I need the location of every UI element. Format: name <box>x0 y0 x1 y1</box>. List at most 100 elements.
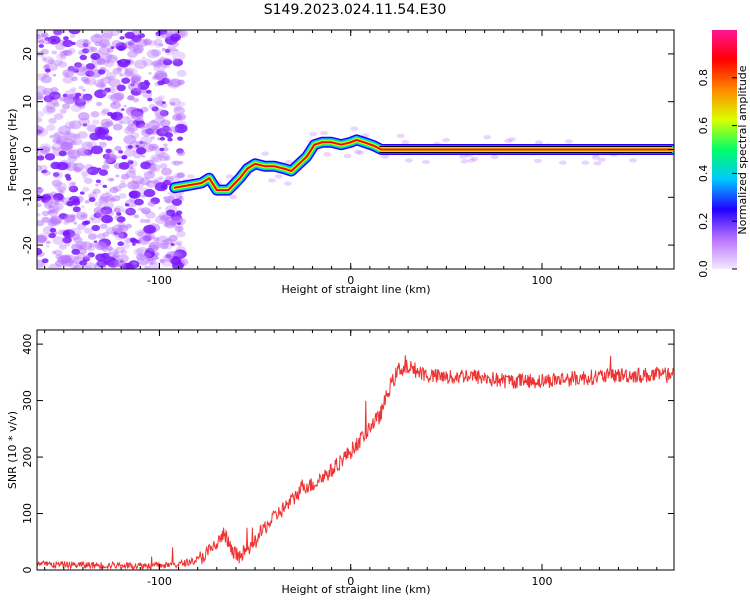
noise-speckle <box>177 172 185 178</box>
noise-speckle <box>75 66 89 76</box>
noise-speckle <box>119 182 127 189</box>
noise-speckle <box>82 67 88 72</box>
noise-speckle <box>163 58 173 66</box>
noise-speckle <box>164 48 175 56</box>
noise-speckle <box>90 52 101 61</box>
noise-speckle <box>52 193 64 201</box>
noise-speckle <box>71 248 80 255</box>
noise-speckle <box>165 198 172 203</box>
noise-speckle <box>159 259 166 264</box>
noise-speckle <box>128 191 138 198</box>
noise-speckle <box>62 39 73 48</box>
noise-speckle <box>95 179 101 184</box>
noise-speckle <box>110 93 124 103</box>
noise-speckle <box>124 67 138 77</box>
noise-speckle <box>164 220 176 229</box>
noise-speckle <box>467 158 476 163</box>
noise-speckle <box>153 63 166 72</box>
noise-speckle <box>132 45 144 53</box>
noise-speckle <box>56 161 69 171</box>
noise-speckle <box>79 54 88 61</box>
noise-speckle <box>162 179 172 186</box>
noise-speckle <box>148 143 159 152</box>
noise-speckle <box>126 123 139 133</box>
noise-speckle <box>52 208 60 214</box>
noise-speckle <box>63 132 75 141</box>
noise-speckle <box>139 135 153 145</box>
noise-speckle <box>148 172 153 175</box>
spectrogram-ytick-label: -10 <box>21 188 34 206</box>
noise-speckle <box>56 186 67 193</box>
noise-speckle <box>120 179 126 184</box>
noise-speckle <box>81 170 89 177</box>
noise-speckle <box>52 236 65 245</box>
noise-speckle <box>155 100 165 107</box>
noise-speckle <box>107 94 114 100</box>
noise-speckle <box>71 76 78 82</box>
noise-speckle <box>96 259 108 268</box>
noise-speckle <box>107 76 114 81</box>
noise-speckle <box>70 87 77 92</box>
noise-speckle <box>47 41 51 45</box>
noise-speckle <box>96 82 105 88</box>
noise-speckle <box>57 136 68 145</box>
noise-speckle <box>50 60 55 64</box>
noise-speckle <box>140 207 151 215</box>
noise-speckle <box>158 211 171 221</box>
noise-speckle <box>132 243 136 246</box>
noise-speckle <box>103 59 115 68</box>
noise-speckle <box>110 30 120 37</box>
noise-speckle <box>51 250 57 254</box>
snr-series-line <box>37 355 674 570</box>
noise-speckle <box>116 216 126 223</box>
noise-speckle <box>69 34 76 38</box>
noise-speckle <box>71 140 75 144</box>
noise-speckle <box>283 181 292 186</box>
noise-speckle <box>117 58 130 68</box>
noise-speckle <box>151 156 159 162</box>
noise-speckle <box>62 236 72 244</box>
noise-speckle <box>127 81 141 92</box>
noise-speckle <box>96 58 106 65</box>
noise-speckle <box>144 219 151 224</box>
noise-speckle <box>41 33 47 38</box>
noise-speckle <box>164 216 177 226</box>
noise-speckle <box>52 171 63 179</box>
colorbar-label: Normalized spectral amplitude <box>736 65 749 234</box>
noise-speckle <box>113 231 119 236</box>
noise-speckle <box>55 254 63 260</box>
noise-speckle <box>96 242 107 249</box>
noise-speckle <box>138 207 144 211</box>
noise-speckle <box>177 242 182 247</box>
noise-speckle <box>127 180 140 190</box>
noise-speckle <box>460 159 469 164</box>
noise-speckle <box>150 136 156 140</box>
noise-speckle <box>442 138 451 143</box>
noise-speckle <box>94 201 102 207</box>
noise-speckle <box>101 30 114 39</box>
noise-speckle <box>59 244 67 250</box>
noise-speckle <box>99 83 107 88</box>
noise-speckle <box>37 233 49 242</box>
noise-speckle <box>504 138 513 144</box>
noise-speckle <box>136 253 147 261</box>
noise-speckle <box>38 39 45 45</box>
noise-speckle <box>591 155 600 160</box>
noise-speckle <box>92 188 101 195</box>
noise-speckle <box>172 58 179 63</box>
noise-speckle <box>118 193 127 199</box>
noise-speckle <box>115 109 122 113</box>
noise-speckle <box>82 89 86 92</box>
noise-speckle <box>51 146 56 150</box>
noise-speckle <box>164 238 173 245</box>
noise-speckle <box>139 141 144 144</box>
noise-speckle <box>176 240 183 245</box>
noise-speckle <box>92 119 100 125</box>
noise-speckle <box>62 69 75 78</box>
noise-speckle <box>91 224 100 232</box>
noise-speckle <box>77 247 88 255</box>
noise-speckle <box>148 244 159 253</box>
noise-speckle <box>153 38 163 46</box>
noise-speckle <box>106 158 113 164</box>
noise-speckle <box>90 46 98 52</box>
